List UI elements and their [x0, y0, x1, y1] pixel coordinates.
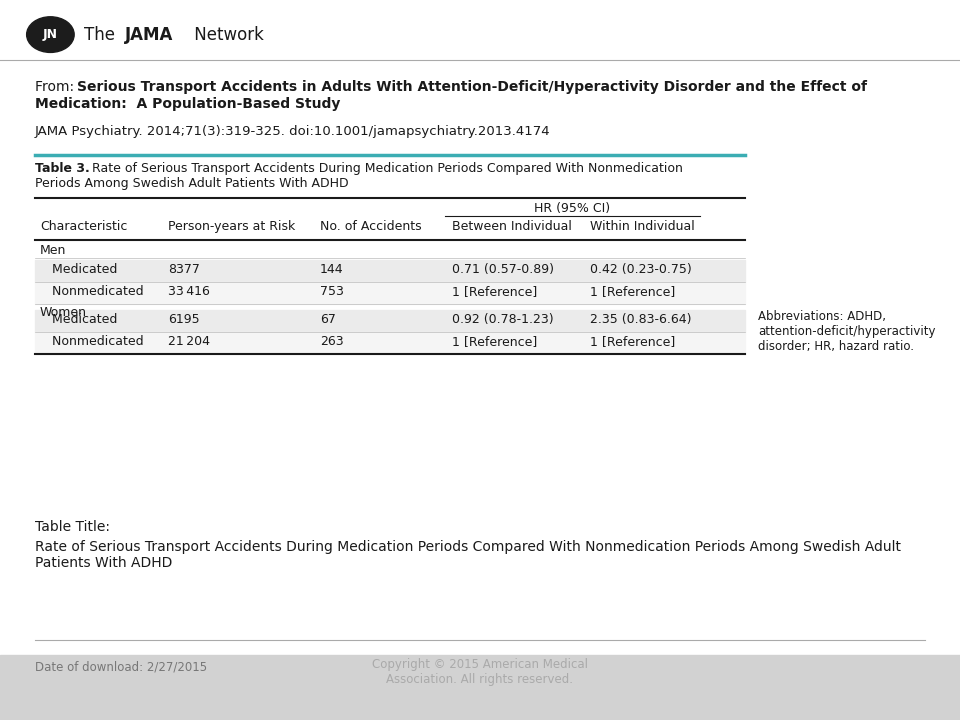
Text: 21 204: 21 204 — [168, 335, 210, 348]
Bar — [35, 310, 745, 332]
Text: Periods Among Swedish Adult Patients With ADHD: Periods Among Swedish Adult Patients Wit… — [35, 177, 348, 190]
Text: Network: Network — [189, 26, 264, 44]
Text: HR (95% CI): HR (95% CI) — [534, 202, 610, 215]
Text: Between Individual: Between Individual — [452, 220, 572, 233]
Text: Medicated: Medicated — [40, 263, 117, 276]
Text: Characteristic: Characteristic — [40, 220, 128, 233]
Text: 144: 144 — [320, 263, 344, 276]
Text: Copyright © 2015 American Medical
Association. All rights reserved.: Copyright © 2015 American Medical Associ… — [372, 658, 588, 686]
Text: Serious Transport Accidents in Adults With Attention-Deficit/Hyperactivity Disor: Serious Transport Accidents in Adults Wi… — [77, 80, 867, 94]
Text: Nonmedicated: Nonmedicated — [40, 335, 144, 348]
Text: Table Title:: Table Title: — [35, 520, 110, 534]
Text: 753: 753 — [320, 285, 344, 298]
Text: 33 416: 33 416 — [168, 285, 210, 298]
Text: 6195: 6195 — [168, 313, 200, 326]
Text: 67: 67 — [320, 313, 336, 326]
Text: 1 [Reference]: 1 [Reference] — [590, 285, 675, 298]
Text: Nonmedicated: Nonmedicated — [40, 285, 144, 298]
Circle shape — [27, 17, 74, 53]
Text: Men: Men — [40, 244, 66, 257]
Bar — [35, 332, 745, 354]
Text: From:: From: — [35, 80, 79, 94]
Text: 0.71 (0.57-0.89): 0.71 (0.57-0.89) — [452, 263, 554, 276]
Text: JAMA Psychiatry. 2014;71(3):319-325. doi:10.1001/jamapsychiatry.2013.4174: JAMA Psychiatry. 2014;71(3):319-325. doi… — [35, 125, 551, 138]
Text: 8377: 8377 — [168, 263, 200, 276]
Text: 1 [Reference]: 1 [Reference] — [452, 285, 538, 298]
Text: Abbreviations: ADHD,
attention-deficit/hyperactivity
disorder; HR, hazard ratio.: Abbreviations: ADHD, attention-deficit/h… — [758, 310, 935, 353]
Bar — [35, 282, 745, 304]
Text: 1 [Reference]: 1 [Reference] — [452, 335, 538, 348]
Text: Women: Women — [40, 306, 87, 319]
Bar — [0, 655, 960, 720]
Text: JAMA: JAMA — [125, 26, 174, 44]
Bar — [35, 260, 745, 282]
Text: 0.92 (0.78-1.23): 0.92 (0.78-1.23) — [452, 313, 554, 326]
Text: Rate of Serious Transport Accidents During Medication Periods Compared With Nonm: Rate of Serious Transport Accidents Duri… — [88, 162, 683, 175]
Text: Person-years at Risk: Person-years at Risk — [168, 220, 296, 233]
Text: Within Individual: Within Individual — [590, 220, 695, 233]
Text: 1 [Reference]: 1 [Reference] — [590, 335, 675, 348]
Text: No. of Accidents: No. of Accidents — [320, 220, 421, 233]
Text: Table 3.: Table 3. — [35, 162, 89, 175]
Text: Date of download: 2/27/2015: Date of download: 2/27/2015 — [35, 660, 207, 673]
Text: Medication:  A Population-Based Study: Medication: A Population-Based Study — [35, 97, 341, 111]
Text: Rate of Serious Transport Accidents During Medication Periods Compared With Nonm: Rate of Serious Transport Accidents Duri… — [35, 540, 901, 570]
Text: Medicated: Medicated — [40, 313, 117, 326]
Text: 2.35 (0.83-6.64): 2.35 (0.83-6.64) — [590, 313, 691, 326]
Text: 263: 263 — [320, 335, 344, 348]
Text: The: The — [84, 26, 121, 44]
Text: JN: JN — [43, 28, 58, 41]
Text: 0.42 (0.23-0.75): 0.42 (0.23-0.75) — [590, 263, 692, 276]
